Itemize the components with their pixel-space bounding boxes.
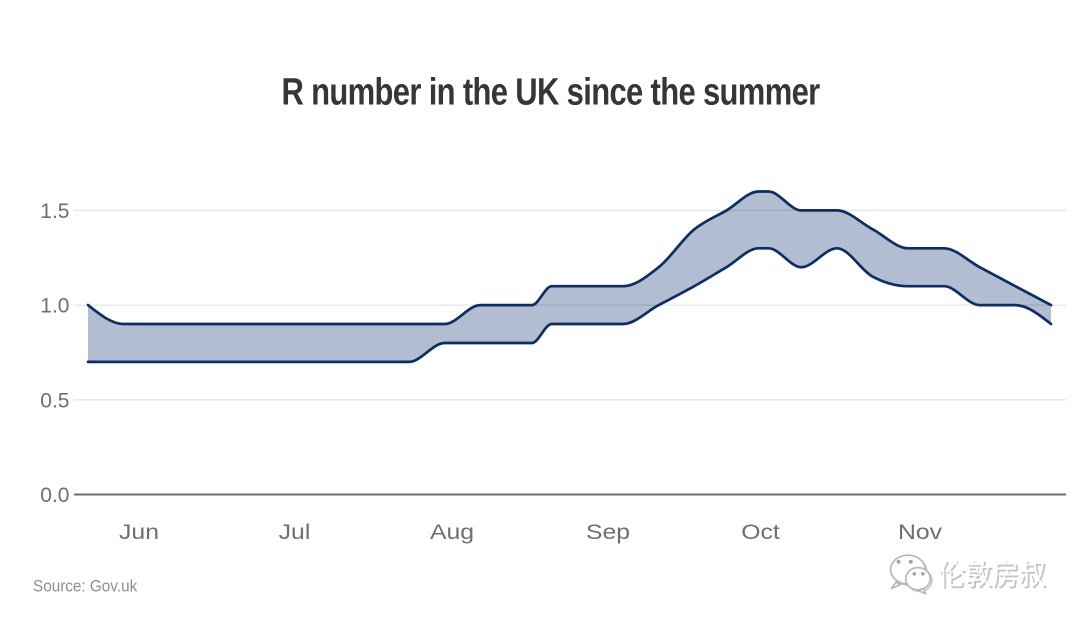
svg-text:1.0: 1.0 (40, 295, 69, 318)
svg-text:Source: Gov.uk: Source: Gov.uk (33, 577, 138, 596)
svg-text:Oct: Oct (741, 520, 780, 544)
svg-text:Jun: Jun (119, 520, 159, 544)
svg-text:0.0: 0.0 (40, 484, 69, 507)
svg-text:1.5: 1.5 (40, 200, 69, 223)
svg-text:Nov: Nov (898, 520, 943, 544)
svg-text:Sep: Sep (586, 520, 630, 544)
svg-text:R number in the UK since the s: R number in the UK since the summer (281, 72, 819, 114)
svg-text:Aug: Aug (430, 520, 474, 544)
svg-text:0.5: 0.5 (40, 389, 69, 412)
svg-text:Jul: Jul (279, 520, 311, 544)
